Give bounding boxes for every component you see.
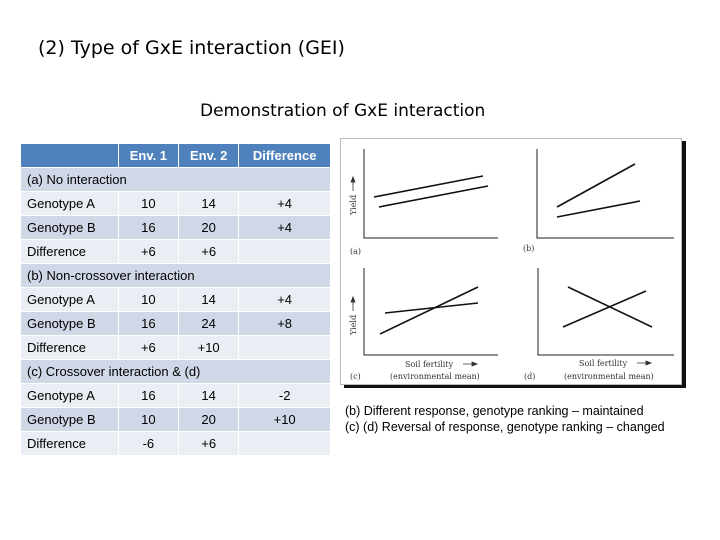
row-label: Genotype A bbox=[20, 191, 119, 216]
row-label: Genotype B bbox=[20, 311, 119, 336]
table-cell bbox=[238, 239, 331, 264]
header-cell: Env. 2 bbox=[178, 143, 240, 168]
row-label: Genotype A bbox=[20, 383, 119, 408]
table-cell: 20 bbox=[178, 215, 240, 240]
table-cell: 14 bbox=[178, 191, 240, 216]
panel-label-c: (c) bbox=[350, 372, 361, 381]
table-cell: +4 bbox=[238, 215, 331, 240]
notes: (b) Different response, genotype ranking… bbox=[345, 403, 665, 435]
section-label: (c) Crossover interaction & (d) bbox=[20, 359, 331, 384]
section-label: (b) Non-crossover interaction bbox=[20, 263, 331, 288]
table-cell: 24 bbox=[178, 311, 240, 336]
row-label: Genotype A bbox=[20, 287, 119, 312]
line-c1 bbox=[379, 286, 479, 335]
xlabel-d: Soil fertility bbox=[579, 359, 628, 368]
section-row: (a) No interaction bbox=[20, 167, 331, 192]
section-row: (b) Non-crossover interaction bbox=[20, 263, 331, 288]
table-cell: +4 bbox=[238, 287, 331, 312]
panel-label-d: (d) bbox=[524, 372, 535, 381]
header-cell: Env. 1 bbox=[117, 143, 180, 168]
table-cell: 10 bbox=[117, 191, 180, 216]
gxe-figure: Yield Yield (a) (b) (c) (d) Soil fertili… bbox=[340, 138, 682, 385]
panel-label-a: (a) bbox=[350, 247, 361, 256]
table-row: Genotype B 16 24 +8 bbox=[20, 311, 331, 336]
table-cell: -2 bbox=[238, 383, 331, 408]
table-row: Genotype B 10 20 +10 bbox=[20, 407, 331, 432]
line-a1 bbox=[373, 175, 484, 198]
yarrow-bottom-icon bbox=[350, 295, 356, 311]
table-cell: +6 bbox=[178, 239, 240, 264]
table-cell: 14 bbox=[178, 287, 240, 312]
axes-d bbox=[537, 268, 674, 356]
table-cell: 10 bbox=[117, 407, 180, 432]
xlabel2-c: (environmental mean) bbox=[390, 372, 480, 381]
table-row: Difference +6 +10 bbox=[20, 335, 331, 360]
note-cd: (c) (d) Reversal of response, genotype r… bbox=[345, 420, 665, 434]
xlabel2-d: (environmental mean) bbox=[564, 372, 654, 381]
table-cell bbox=[238, 431, 331, 456]
table-row: Genotype A 10 14 +4 bbox=[20, 191, 331, 216]
note-b: (b) Different response, genotype ranking… bbox=[345, 404, 644, 418]
header-cell: Difference bbox=[238, 143, 331, 168]
table-cell: +6 bbox=[117, 335, 180, 360]
line-c2 bbox=[384, 302, 479, 314]
xarrow-c-icon bbox=[463, 361, 479, 367]
xlabel-c: Soil fertility bbox=[405, 360, 454, 369]
axes-a bbox=[363, 149, 498, 239]
row-label: Difference bbox=[20, 335, 119, 360]
panel-label-b: (b) bbox=[523, 244, 534, 253]
table-cell: 16 bbox=[117, 311, 180, 336]
table-cell: +10 bbox=[178, 335, 240, 360]
header-cell bbox=[20, 143, 119, 168]
table-cell: +6 bbox=[117, 239, 180, 264]
axes-b bbox=[536, 149, 674, 239]
table-cell: 20 bbox=[178, 407, 240, 432]
table-cell: 16 bbox=[117, 383, 180, 408]
line-d2 bbox=[562, 290, 647, 328]
line-a2 bbox=[378, 185, 489, 208]
table-cell: +6 bbox=[178, 431, 240, 456]
table-cell: 10 bbox=[117, 287, 180, 312]
table-cell: +8 bbox=[238, 311, 331, 336]
table-cell: 16 bbox=[117, 215, 180, 240]
table-row: Genotype A 16 14 -2 bbox=[20, 383, 331, 408]
section-row: (c) Crossover interaction & (d) bbox=[20, 359, 331, 384]
yarrow-top-icon bbox=[350, 175, 356, 191]
gxe-figure-svg: Yield Yield (a) (b) (c) (d) Soil fertili… bbox=[349, 149, 674, 381]
table-row: Difference +6 +6 bbox=[20, 239, 331, 264]
table-cell: +10 bbox=[238, 407, 331, 432]
row-label: Difference bbox=[20, 431, 119, 456]
table-cell bbox=[238, 335, 331, 360]
section-label: (a) No interaction bbox=[20, 167, 331, 192]
line-b2 bbox=[556, 200, 641, 218]
table-row: Genotype A 10 14 +4 bbox=[20, 287, 331, 312]
xarrow-d-icon bbox=[637, 360, 653, 366]
table-row: Genotype B 16 20 +4 bbox=[20, 215, 331, 240]
table-cell: -6 bbox=[117, 431, 180, 456]
row-label: Difference bbox=[20, 239, 119, 264]
slide-subtitle: Demonstration of GxE interaction bbox=[200, 101, 486, 121]
table-row: Difference -6 +6 bbox=[20, 431, 331, 456]
ylabel-top: Yield bbox=[349, 195, 358, 216]
table-cell: +4 bbox=[238, 191, 331, 216]
row-label: Genotype B bbox=[20, 407, 119, 432]
axes-c bbox=[363, 268, 498, 356]
table-header-row: Env. 1 Env. 2 Difference bbox=[20, 143, 331, 168]
line-b1 bbox=[556, 163, 636, 208]
slide-title: (2) Type of GxE interaction (GEI) bbox=[38, 37, 345, 59]
gxe-table: Env. 1 Env. 2 Difference (a) No interact… bbox=[20, 143, 331, 456]
table-cell: 14 bbox=[178, 383, 240, 408]
ylabel-bottom: Yield bbox=[349, 315, 358, 336]
row-label: Genotype B bbox=[20, 215, 119, 240]
